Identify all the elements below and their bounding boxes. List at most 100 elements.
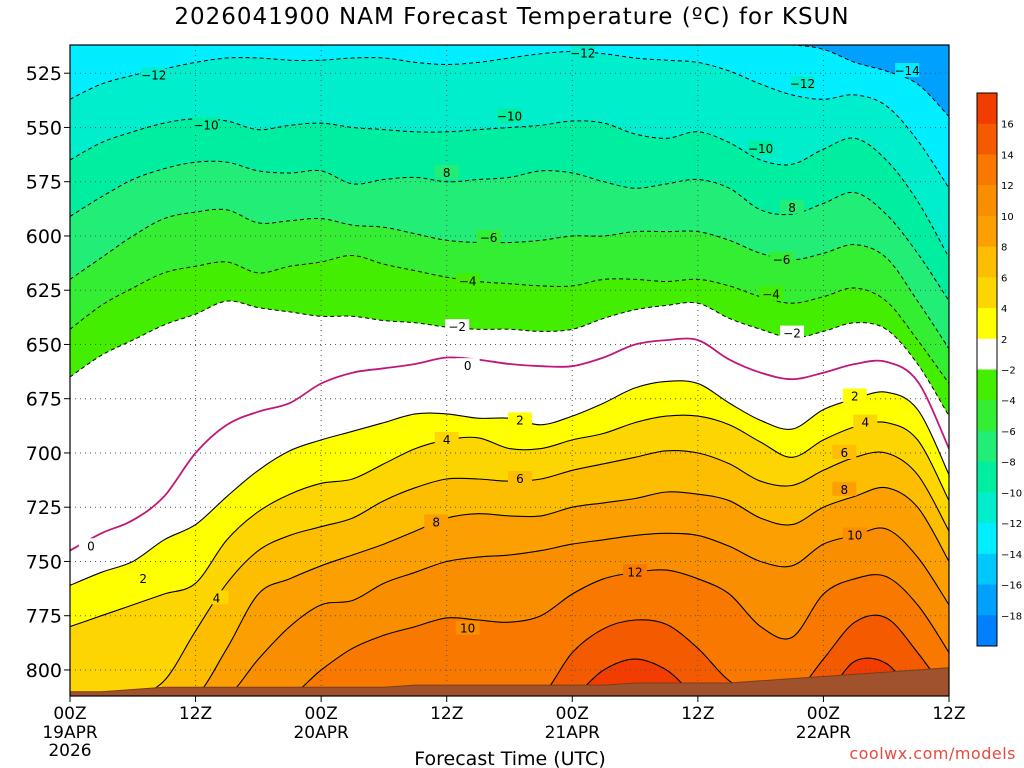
y-tick-label-525: 525 — [26, 63, 62, 85]
contour-label-0-0: 0 — [87, 539, 95, 553]
colorbar-label-5: 6 — [1001, 273, 1007, 284]
contour-label--10-0: −10 — [193, 118, 218, 132]
colorbar-swatch-0 — [977, 93, 997, 125]
contour-label-bg — [455, 273, 480, 288]
contour-line-10 — [70, 527, 949, 696]
x-tick-label-72: 00Z — [807, 704, 840, 724]
contour-label--6-1: −6 — [773, 253, 791, 267]
colorbar-swatch-16 — [977, 584, 997, 616]
contour-line--14 — [70, 45, 949, 117]
colorbar-label-1: 14 — [1001, 150, 1014, 161]
contour-label-bg — [832, 481, 857, 496]
contour-label-bg — [194, 117, 219, 132]
colorbar-label-8: −2 — [1001, 366, 1016, 377]
y-axis: 525 550 575 600 625 650 675 700 725 750 775 800 — [26, 63, 70, 682]
colorbar-swatch-12 — [977, 461, 997, 493]
contour-label--12-0: −12 — [141, 68, 166, 82]
contour-label--2-1: −2 — [783, 327, 801, 341]
colorbar-label-11: −8 — [1001, 458, 1016, 469]
contour-label--2-0: −2 — [448, 320, 466, 334]
contour-label--4-0: −4 — [459, 275, 477, 289]
colorbar-label-12: −10 — [1001, 488, 1022, 499]
contour-line--8 — [70, 160, 949, 302]
y-tick-label-625: 625 — [26, 280, 62, 302]
credit-text: coolwx.com/models — [849, 744, 1016, 763]
contour-line--4 — [70, 254, 949, 384]
contour-label--4-1: −4 — [762, 288, 780, 302]
x-date-label-24: 20APR — [293, 723, 349, 743]
colorbar-label-6: 4 — [1001, 304, 1007, 315]
colorbar-label-0: 16 — [1001, 120, 1014, 131]
colorbar-label-3: 10 — [1001, 212, 1014, 223]
contour-label-2-0: 2 — [139, 572, 147, 586]
colorbar-swatch-1 — [977, 123, 997, 155]
contour-label-10-0: 10 — [460, 622, 475, 636]
y-tick-label-600: 600 — [26, 226, 62, 248]
x-date-label-72: 22APR — [796, 723, 852, 743]
contour-label--8-1: 8 — [788, 201, 796, 215]
plot-frame — [69, 44, 950, 697]
x-tick-label-60: 12Z — [681, 704, 714, 724]
contour-label-bg — [832, 444, 857, 459]
terrain — [70, 667, 949, 696]
colorbar-legend: 16 14 12 10 8 6 4 2 −2 −4 −6 −8 −10 −12 −14 −16 −18 — [976, 92, 1022, 647]
contour-label-bg — [895, 63, 920, 78]
colorbar-swatch-15 — [977, 553, 997, 586]
x-tick-label-84: 12Z — [932, 704, 965, 724]
colorbar-label-7: 2 — [1001, 335, 1007, 346]
colorbar-label-9: −4 — [1001, 396, 1016, 407]
colorbar-swatch-9 — [977, 369, 997, 401]
contour-label--6-0: −6 — [480, 231, 498, 245]
y-tick-label-725: 725 — [26, 497, 62, 519]
y-tick-label-800: 800 — [26, 660, 62, 682]
colorbar-label-4: 8 — [1001, 243, 1007, 254]
contour-line--6 — [70, 208, 949, 350]
contour-label-bg — [842, 388, 867, 403]
contour-label-bg — [455, 358, 480, 373]
colorbar-label-14: −14 — [1001, 550, 1022, 561]
x-date-label-0: 19APR — [42, 723, 98, 743]
contour-line-8 — [70, 486, 949, 696]
grid-lines — [70, 45, 949, 696]
colorbar-swatch-13 — [977, 492, 997, 524]
colorbar-swatch-2 — [977, 154, 997, 186]
x-year-label: 2026 — [48, 741, 91, 761]
contour-label-4-2: 4 — [861, 416, 869, 430]
colorbar-swatch-17 — [977, 615, 997, 647]
contour-label-bg — [623, 564, 648, 579]
contour-label-8-0: 8 — [432, 515, 440, 529]
contour-label-bg — [78, 538, 103, 553]
contour-label-bg — [476, 230, 501, 245]
colorbar-swatch-4 — [977, 215, 997, 248]
contour-line--12 — [70, 50, 949, 189]
contour-label-0-1: 0 — [464, 359, 472, 373]
y-tick-label-700: 700 — [26, 443, 62, 465]
contour-line--10 — [70, 118, 949, 258]
contour-line-12 — [70, 569, 949, 696]
contour-label--8-0: 8 — [443, 166, 451, 180]
y-tick-label-675: 675 — [26, 389, 62, 411]
colorbar-swatch-7 — [977, 308, 997, 340]
contour-label-bg — [790, 76, 815, 91]
contour-label-bg — [204, 590, 229, 605]
contour-label-bg — [445, 319, 470, 334]
colorbar-swatch-8 — [977, 338, 997, 370]
terrain-ground — [70, 667, 949, 696]
y-tick-label-775: 775 — [26, 606, 62, 628]
contour-label--12-2: −12 — [790, 77, 815, 91]
contour-label-6-1: 6 — [841, 446, 849, 460]
contour-label--12-1: −12 — [570, 47, 595, 61]
contour-label-bg — [570, 45, 595, 60]
contour-label-bg — [434, 165, 459, 180]
contour-label-bg — [507, 412, 532, 427]
contour-label-bg — [759, 286, 784, 301]
contour-label-bg — [769, 251, 794, 266]
chart-title: 2026041900 NAM Forecast Temperature (ºC)… — [174, 4, 850, 30]
x-axis-label: Forecast Time (UTC) — [414, 748, 605, 768]
y-tick-label-575: 575 — [26, 172, 62, 194]
contour-label--10-2: −10 — [748, 142, 773, 156]
contour-label-bg — [780, 199, 805, 214]
contour-line-0 — [70, 337, 949, 552]
